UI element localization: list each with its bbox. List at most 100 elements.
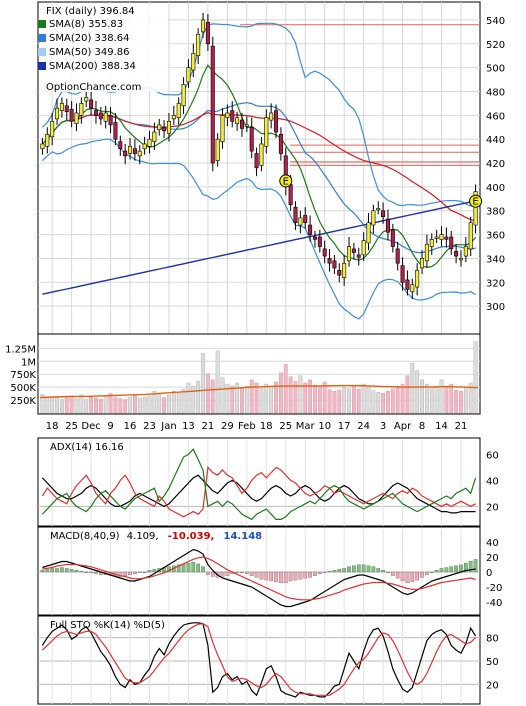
volume-bar (351, 385, 356, 414)
volume-bar (171, 391, 176, 414)
volume-bar (64, 397, 69, 414)
macd-histogram-bar (434, 570, 439, 573)
volume-bar (439, 379, 444, 414)
candle-body (235, 117, 240, 124)
macd-histogram-bar (40, 570, 45, 573)
volume-bar (240, 387, 244, 414)
volume-bar (347, 388, 351, 414)
macd-histogram-bar (366, 565, 371, 573)
volume-bar (215, 350, 220, 414)
candle-body (64, 105, 69, 113)
macd-histogram-bar (420, 571, 424, 578)
date-tick-label: 29 (221, 421, 234, 432)
candle-body (356, 254, 361, 258)
volume-bar (137, 397, 142, 414)
macd-tick-label: 20 (486, 553, 499, 564)
volume-bar (162, 397, 167, 414)
macd-title-label: MACD(8,40,9) (50, 531, 120, 542)
stochastic-panel: 20 50 80 Full STO %K(14) %D(5) (37, 615, 499, 705)
macd-series-line (42, 556, 476, 601)
price-tick-label: 460 (486, 111, 505, 122)
candle-body (103, 112, 108, 122)
price-y-ticks: 300 320 340 360 380 400 420 440 460 480 500 520 540 (486, 16, 505, 313)
watermark: OptionChance.com (46, 82, 141, 93)
adx-series-line (41, 466, 476, 518)
candle-body (210, 45, 215, 164)
bollinger-lower-line (41, 138, 476, 320)
resistance-lines (240, 24, 480, 166)
price-tick-label: 360 (486, 231, 505, 242)
legend-swatch (38, 48, 46, 56)
candle-body (123, 150, 128, 157)
volume-bar (434, 385, 439, 414)
macd-histogram-value: 14.148 (224, 531, 263, 542)
date-tick-label: 14 (435, 421, 448, 432)
macd-histogram-bar (264, 571, 269, 581)
volume-bar (244, 385, 249, 414)
volume-bar (142, 396, 147, 414)
candle-body (468, 222, 473, 250)
candle-body (278, 134, 283, 154)
macd-histogram-bar (410, 571, 415, 583)
adx-series-line (41, 448, 477, 521)
sma8-line (41, 64, 477, 269)
stochastic-title: Full STO %K(14) %D(5) (50, 620, 165, 631)
adx-panel: 20 40 60 ADX(14) 16.16 (37, 437, 499, 527)
candle-body (317, 236, 322, 247)
macd-tick-label: -20 (486, 583, 502, 594)
legend-label: SMA(200) 388.34 (49, 61, 136, 72)
sma200-line (42, 200, 476, 295)
macd-histogram-bar (69, 569, 74, 573)
candle-body (390, 229, 395, 247)
candle-body (351, 248, 356, 253)
macd-histogram-bar (152, 569, 157, 573)
volume-bar (454, 390, 459, 414)
candle-body (84, 97, 89, 102)
volume-bar (269, 385, 274, 414)
candle-body (137, 150, 142, 157)
candle-body (162, 126, 167, 132)
volume-bar (473, 341, 478, 414)
macd-histogram-bar (337, 569, 342, 573)
stochastic-tick-label: 50 (486, 657, 499, 668)
candle-body (303, 215, 308, 223)
volume-bar (79, 394, 84, 414)
macd-histogram-bar (220, 571, 225, 577)
macd-histogram-bar (308, 571, 312, 578)
candle-body (327, 258, 332, 264)
macd-histogram-bar (361, 564, 366, 573)
volume-bar (69, 395, 74, 414)
candles (40, 12, 478, 299)
macd-histogram-bar (376, 568, 381, 573)
candle-body (288, 184, 293, 206)
macd-histogram-bar (352, 565, 356, 573)
volume-bar (444, 385, 449, 414)
volume-bar (40, 394, 45, 414)
candle-body (366, 222, 371, 244)
volume-bar (225, 383, 230, 414)
macd-tick-label: 0 (486, 568, 492, 579)
candle-body (332, 260, 337, 269)
candle-body (45, 134, 50, 147)
date-tick-label: Dec (81, 421, 100, 432)
candle-body (381, 210, 386, 218)
chart-title: FIX (daily) 396.84 (46, 6, 135, 17)
candle-body (40, 143, 45, 150)
candle-body (225, 112, 230, 119)
candle-body (371, 210, 376, 226)
candle-body (196, 33, 201, 57)
macd-histogram-bar (133, 571, 137, 574)
macd-panel: -40 -20 0 20 40 MACD(8,40,9) 4.109, -10.039,… (37, 526, 502, 616)
candle-body (118, 141, 123, 150)
macd-histogram-bar (89, 571, 93, 574)
candle-body (376, 208, 381, 211)
macd-histogram-bar (64, 568, 69, 573)
stochastic-series-line (41, 622, 477, 696)
legend-label: SMA(50) 349.86 (49, 47, 130, 58)
macd-histogram-bar (313, 571, 317, 576)
candle-body (230, 110, 235, 122)
volume-bar (201, 353, 205, 414)
date-tick-label: Mar (296, 421, 316, 432)
candle-body (264, 117, 269, 147)
volume-bar (118, 398, 123, 414)
